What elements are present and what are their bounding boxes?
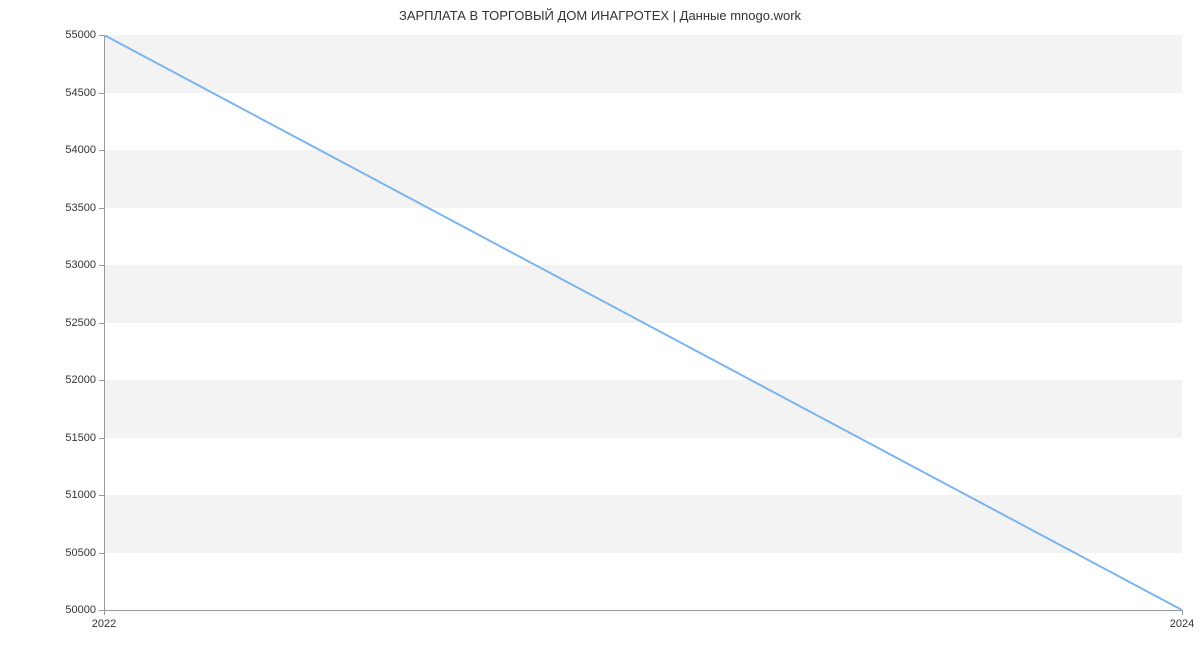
y-tick-label: 50500 <box>65 547 96 559</box>
y-tick-label: 51000 <box>65 489 96 501</box>
y-tick-label: 53500 <box>65 202 96 214</box>
y-tick-label: 53000 <box>65 259 96 271</box>
series-layer <box>104 35 1182 610</box>
y-tick-label: 52000 <box>65 374 96 386</box>
x-tick-label: 2024 <box>1170 618 1194 630</box>
y-tick-label: 51500 <box>65 432 96 444</box>
y-tick-label: 55000 <box>65 29 96 41</box>
x-tick-mark <box>104 610 105 615</box>
y-tick-label: 54000 <box>65 144 96 156</box>
chart-title: ЗАРПЛАТА В ТОРГОВЫЙ ДОМ ИНАГРОТЕХ | Данн… <box>0 8 1200 23</box>
salary-chart: ЗАРПЛАТА В ТОРГОВЫЙ ДОМ ИНАГРОТЕХ | Данн… <box>0 0 1200 650</box>
x-tick-mark <box>1182 610 1183 615</box>
y-tick-label: 54500 <box>65 87 96 99</box>
plot-area: 5000050500510005150052000525005300053500… <box>104 35 1182 610</box>
series-line-salary <box>104 35 1182 610</box>
y-tick-label: 50000 <box>65 604 96 616</box>
x-axis-line <box>104 610 1182 611</box>
y-tick-label: 52500 <box>65 317 96 329</box>
x-tick-label: 2022 <box>92 618 116 630</box>
